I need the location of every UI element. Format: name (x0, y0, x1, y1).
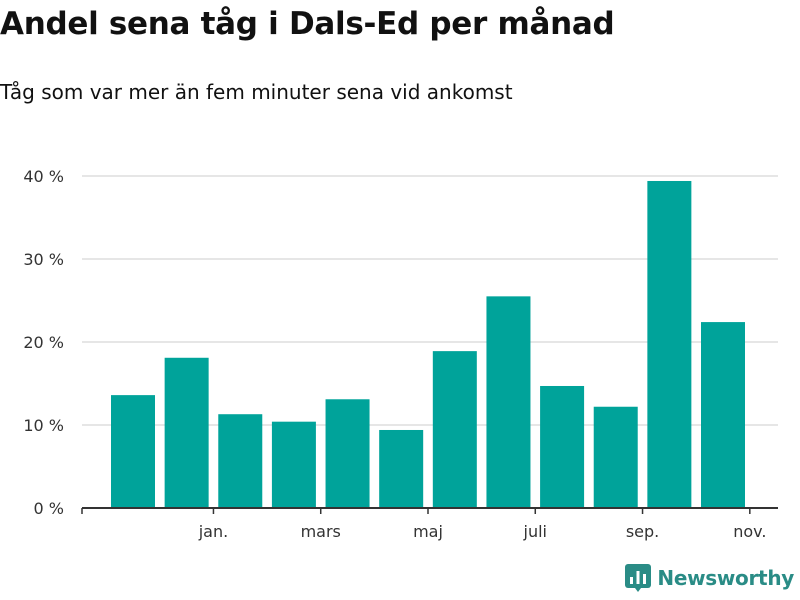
bar (540, 385, 585, 508)
y-tick-label: 0 % (34, 499, 64, 518)
x-tick-label: jan. (198, 522, 228, 541)
bar (164, 357, 209, 508)
bar (486, 296, 531, 508)
bar (325, 399, 370, 508)
x-axis-ticks: jan. mars maj juli sep. nov. (198, 522, 767, 541)
brand-logo: Newsworthy (625, 564, 794, 592)
bar-chart-logo-icon (625, 564, 652, 592)
y-axis-ticks: 0 % 10 % 20 % 30 % 40 % (23, 167, 64, 518)
bars (111, 180, 745, 509)
chart-title: Andel sena tåg i Dals-Ed per månad (0, 6, 615, 42)
x-tick-label: juli (523, 522, 547, 541)
x-tick-label: sep. (626, 522, 659, 541)
bar (701, 322, 745, 508)
x-tick-label: maj (413, 522, 443, 541)
x-axis (81, 507, 778, 514)
bar (379, 429, 424, 508)
bar (111, 395, 155, 508)
bar (593, 406, 638, 508)
x-tick-label: mars (301, 522, 341, 541)
y-tick-label: 40 % (23, 167, 64, 186)
y-tick-label: 30 % (23, 250, 64, 269)
y-tick-label: 20 % (23, 333, 64, 352)
y-tick-label: 10 % (23, 416, 64, 435)
brand-name: Newsworthy (657, 566, 794, 590)
bar (432, 351, 477, 508)
bar (271, 421, 316, 508)
chart-subtitle: Tåg som var mer än fem minuter sena vid … (0, 80, 513, 104)
bar (218, 414, 263, 508)
bar (647, 180, 692, 509)
x-tick-label: nov. (733, 522, 766, 541)
